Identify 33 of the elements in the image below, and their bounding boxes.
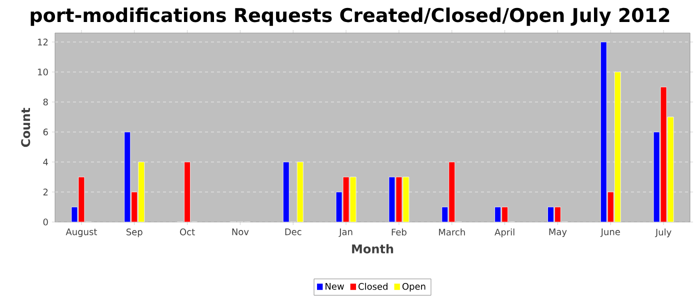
x-tick-label: June [600,228,620,237]
x-tick-label: August [66,228,97,237]
x-tick-label: Feb [392,228,406,236]
x-tick-label: April [494,228,514,238]
y-tick-label: 12 [38,38,48,46]
bar [448,162,456,222]
legend-label: Open [402,282,426,292]
y-tick-label: 10 [38,68,48,76]
x-tick-label: Dec [285,228,302,236]
x-tick-label: May [549,228,567,237]
x-tick-label: Oct [180,228,195,236]
bar [282,162,290,222]
y-tick-label: 0 [43,218,48,226]
bar [296,162,304,222]
bar [600,42,607,222]
y-tick-label: 6 [43,128,48,136]
legend-label: New [326,283,344,290]
x-axis-title: Month [352,244,394,254]
x-tick-label: Sep [126,228,142,238]
x-tick-label: July [654,228,672,238]
bar [124,132,131,222]
x-tick-label: March [439,228,465,236]
y-tick-label: 4 [43,158,48,166]
y-tick-label: 8 [43,98,48,106]
x-tick-label: Jan [338,228,352,237]
bar [138,162,145,222]
chart-title: port-modifications Requests Created/Closed/Open July 2012 [30,8,670,26]
bar [184,162,190,222]
x-tick-label: Nov [232,228,249,236]
bar [614,72,621,222]
legend-label: Closed [358,282,388,290]
y-axis-title: Count [21,108,30,147]
y-tick-label: 2 [43,188,48,196]
